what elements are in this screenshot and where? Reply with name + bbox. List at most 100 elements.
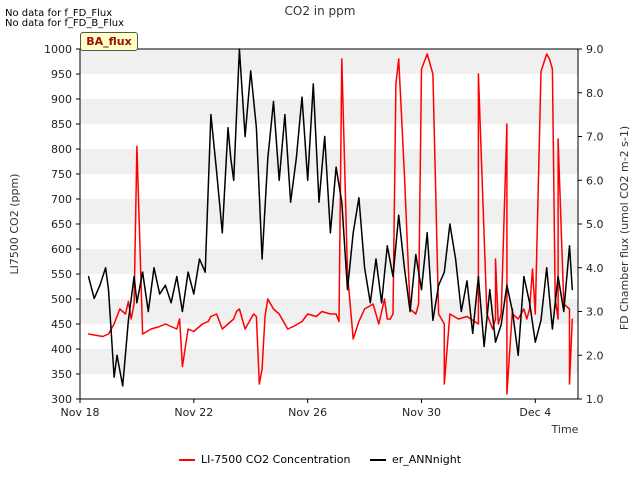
data-point-li7500 [150,328,152,330]
data-point-er-annnight [346,289,349,291]
y2-tick-label: 5.0 [586,218,604,231]
data-point-li7500 [255,315,257,318]
data-point-li7500 [301,320,303,323]
data-point-li7500 [497,323,499,325]
data-point-er-annnight [409,310,411,313]
data-point-li7500 [457,318,460,320]
data-point-li7500 [87,333,90,335]
data-point-li7500 [568,308,571,310]
data-point-li7500 [102,335,104,338]
data-point-er-annnight [290,201,292,203]
data-point-li7500 [130,318,132,320]
data-point-er-annnight [546,267,548,269]
data-point-er-annnight [233,179,235,181]
data-point-li7500 [335,313,337,315]
data-point-er-annnight [432,319,434,321]
data-point-er-annnight [472,332,474,334]
data-point-li7500 [398,58,400,60]
data-point-er-annnight [110,332,112,334]
x-tick-label: Nov 22 [174,406,213,419]
data-point-er-annnight [352,232,354,234]
data-point-li7500 [216,313,218,315]
data-point-er-annnight [335,166,337,168]
data-point-li7500 [386,318,388,320]
data-point-li7500 [557,318,559,320]
data-point-li7500 [207,320,209,323]
data-point-li7500 [395,83,397,85]
legend-label-li7500: LI-7500 CO2 Concentration [200,452,351,466]
data-point-li7500 [258,383,260,385]
data-point-li7500 [494,258,497,260]
data-point-er-annnight [122,385,124,387]
data-point-li7500 [389,318,391,320]
data-point-er-annnight [210,114,212,116]
data-point-er-annnight [460,310,462,313]
data-point-li7500 [136,145,138,148]
data-point-er-annnight [312,83,314,85]
data-point-er-annnight [250,70,252,72]
data-point-er-annnight [267,157,269,159]
data-point-er-annnight [153,267,155,269]
data-point-li7500 [568,383,571,385]
data-point-er-annnight [238,48,240,50]
data-point-er-annnight [563,310,565,313]
data-point-er-annnight [133,275,135,278]
data-point-li7500 [253,313,255,315]
y-tick-label: 950 [51,68,72,81]
data-point-er-annnight [159,293,161,295]
data-point-li7500 [546,53,548,55]
data-point-er-annnight [307,179,309,181]
data-point-li7500 [492,328,494,330]
data-point-er-annnight [87,275,90,278]
data-point-li7500 [477,73,479,75]
y-tick-label: 350 [51,368,72,381]
data-point-li7500 [244,328,246,330]
data-point-er-annnight [127,319,129,321]
data-point-li7500 [159,325,161,328]
no-data-note-fd-flux: No data for f_FD_Flux [5,8,113,19]
data-point-li7500 [426,53,428,55]
data-point-er-annnight [181,310,183,313]
data-point-li7500 [531,268,534,270]
data-point-er-annnight [324,135,326,138]
data-point-li7500 [358,320,360,323]
y2-tick-label: 6.0 [586,174,604,187]
data-point-li7500 [415,313,417,315]
data-point-li7500 [193,330,195,333]
background-band [80,99,578,124]
data-point-er-annnight [198,258,201,260]
data-point-li7500 [506,123,508,125]
data-point-er-annnight [176,275,178,278]
data-point-er-annnight [375,258,377,260]
data-point-li7500 [287,328,289,330]
data-point-li7500 [418,303,420,305]
data-point-li7500 [548,58,551,60]
data-point-er-annnight [142,271,144,273]
data-point-li7500 [315,315,317,318]
data-point-er-annnight [255,127,257,129]
data-point-li7500 [321,310,323,313]
y2-tick-label: 8.0 [586,87,604,100]
data-point-li7500 [119,308,121,310]
data-point-li7500 [181,365,183,368]
data-point-li7500 [227,323,229,325]
data-point-er-annnight [381,302,383,304]
background-band [80,349,578,374]
data-point-li7500 [341,58,343,60]
data-point-er-annnight [136,302,138,304]
data-point-er-annnight [193,293,195,295]
data-point-li7500 [372,303,374,305]
data-point-li7500 [364,308,366,310]
data-point-li7500 [378,323,380,325]
y-axis-right: 1.0 2.0 3.0 4.0 5.0 6.0 7.0 8.0 9.0 [578,43,604,406]
data-point-er-annnight [426,232,428,234]
data-point-er-annnight [392,275,394,278]
data-point-li7500 [113,323,115,325]
legend-swatch-black [369,458,386,461]
data-point-er-annnight [415,254,417,256]
data-point-er-annnight [284,114,286,116]
data-point-li7500 [432,73,434,75]
y-tick-label: 700 [51,193,72,206]
data-point-er-annnight [557,275,559,278]
data-point-er-annnight [540,319,542,321]
